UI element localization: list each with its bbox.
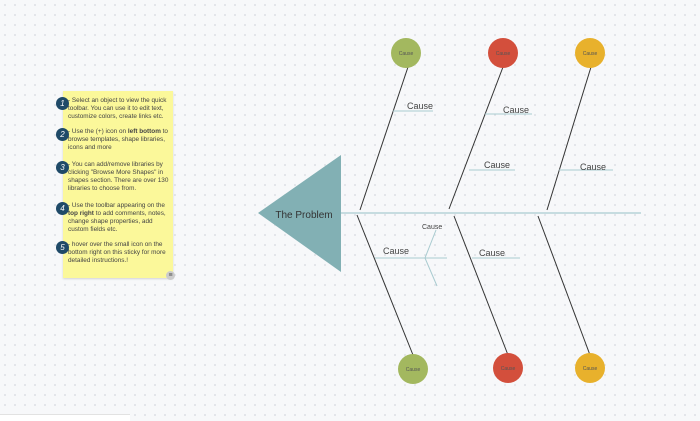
note-bold: left bottom <box>127 128 161 135</box>
cause-label[interactable]: Cause <box>580 162 606 172</box>
problem-label[interactable]: The Problem <box>275 210 332 221</box>
step-badge-5: 5 <box>56 241 69 254</box>
bottom-panel <box>0 414 130 421</box>
note-bold: top right <box>68 210 94 217</box>
bone[interactable] <box>453 215 509 356</box>
note-text: - Use the (+) icon on <box>68 128 128 135</box>
bone[interactable] <box>546 66 592 211</box>
bone[interactable] <box>448 66 504 210</box>
sub-cause-line[interactable] <box>424 257 438 287</box>
instructions-sticky-note[interactable]: 1- Select an object to view the quick to… <box>56 91 175 280</box>
category-label: Cause <box>583 51 598 57</box>
cause-label[interactable]: Cause <box>407 101 433 111</box>
step-badge-3: 3 <box>56 161 69 174</box>
category-label: Cause <box>583 366 598 372</box>
cause-label[interactable]: Cause <box>479 248 505 258</box>
category-circle-red[interactable] <box>488 38 518 68</box>
note-text: to add comments, notes, change shape pro… <box>68 210 166 233</box>
step-badge-4: 4 <box>56 202 69 215</box>
sub-cause-label[interactable]: Cause <box>422 224 442 231</box>
list-icon[interactable]: ≡ <box>166 271 175 280</box>
note-2: 2- Use the (+) icon on left bottom to br… <box>56 128 172 152</box>
category-circle-yellow[interactable] <box>575 38 605 68</box>
cause-lines <box>375 110 613 287</box>
category-label: Cause <box>406 367 421 373</box>
category-circles: Cause Cause Cause Cause Cause Cause <box>391 38 605 384</box>
cause-label[interactable]: Cause <box>484 160 510 170</box>
category-circle-red[interactable] <box>493 353 523 383</box>
note-3: 3- You can add/remove libraries by click… <box>56 161 172 193</box>
category-circle-yellow[interactable] <box>575 353 605 383</box>
category-circle-green[interactable] <box>398 354 428 384</box>
note-text: - You can add/remove libraries by clicki… <box>68 161 169 192</box>
note-text: to browse templates, shape libraries, ic… <box>68 128 168 151</box>
bone[interactable] <box>356 214 414 356</box>
category-circle-green[interactable] <box>391 38 421 68</box>
cause-labels: Cause Cause Cause Cause Cause Cause Caus… <box>383 101 606 258</box>
note-text: - hover over the small icon on the botto… <box>68 241 166 264</box>
note-text: - Use the toolbar appearing on the <box>68 202 165 209</box>
note-1: 1- Select an object to view the quick to… <box>56 97 172 121</box>
cause-label[interactable]: Cause <box>383 246 409 256</box>
step-badge-1: 1 <box>56 97 69 110</box>
category-label: Cause <box>496 51 511 57</box>
cause-label[interactable]: Cause <box>503 105 529 115</box>
sub-cause-line[interactable] <box>424 229 437 259</box>
bone[interactable] <box>359 66 409 211</box>
bone[interactable] <box>537 215 591 356</box>
bones <box>356 66 592 356</box>
problem-head[interactable] <box>258 155 341 272</box>
step-badge-2: 2 <box>56 128 69 141</box>
category-label: Cause <box>501 366 516 372</box>
note-text: - Select an object to view the quick too… <box>68 97 167 120</box>
note-4: 4- Use the toolbar appearing on the top … <box>56 202 172 234</box>
category-label: Cause <box>399 51 414 57</box>
note-5: 5- hover over the small icon on the bott… <box>56 241 172 265</box>
